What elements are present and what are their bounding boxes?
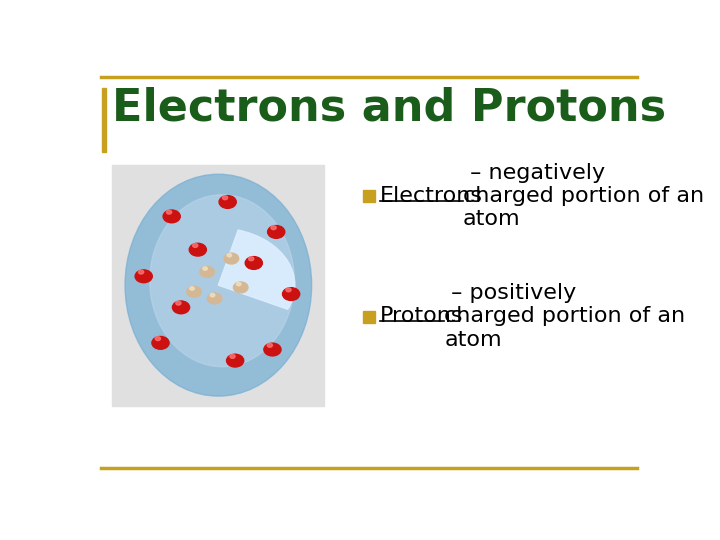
- Circle shape: [219, 195, 236, 208]
- Circle shape: [203, 267, 207, 270]
- Text: Electrons: Electrons: [380, 186, 483, 206]
- Circle shape: [282, 288, 300, 300]
- Circle shape: [189, 244, 207, 256]
- Circle shape: [190, 287, 194, 290]
- Circle shape: [192, 244, 198, 247]
- Circle shape: [186, 286, 202, 297]
- Ellipse shape: [150, 195, 294, 367]
- Bar: [364, 311, 374, 322]
- Circle shape: [227, 254, 232, 257]
- Circle shape: [207, 293, 222, 304]
- Circle shape: [176, 301, 181, 305]
- Circle shape: [152, 336, 169, 349]
- Text: – positively
charged portion of an
atom: – positively charged portion of an atom: [444, 283, 685, 349]
- Ellipse shape: [125, 174, 312, 396]
- Circle shape: [135, 270, 153, 283]
- Circle shape: [166, 210, 171, 214]
- Circle shape: [200, 266, 215, 277]
- Circle shape: [248, 257, 253, 261]
- Circle shape: [156, 337, 161, 341]
- Circle shape: [230, 354, 235, 359]
- Circle shape: [267, 343, 272, 347]
- Circle shape: [227, 354, 243, 367]
- Circle shape: [268, 226, 285, 238]
- Text: Electrons and Protons: Electrons and Protons: [112, 87, 667, 130]
- Circle shape: [236, 282, 241, 286]
- Circle shape: [172, 301, 189, 314]
- Circle shape: [264, 343, 281, 356]
- Text: – negatively
charged portion of an
atom: – negatively charged portion of an atom: [463, 163, 704, 229]
- Circle shape: [210, 293, 215, 297]
- Circle shape: [163, 210, 180, 223]
- Bar: [102, 87, 106, 152]
- Bar: [112, 165, 324, 406]
- Text: Protons: Protons: [380, 306, 464, 326]
- Circle shape: [138, 270, 144, 274]
- Bar: [364, 191, 374, 202]
- Wedge shape: [218, 230, 295, 309]
- Circle shape: [222, 196, 228, 200]
- Circle shape: [233, 282, 248, 293]
- Circle shape: [246, 256, 262, 269]
- Circle shape: [271, 226, 276, 230]
- Circle shape: [286, 288, 291, 292]
- Circle shape: [224, 253, 238, 264]
